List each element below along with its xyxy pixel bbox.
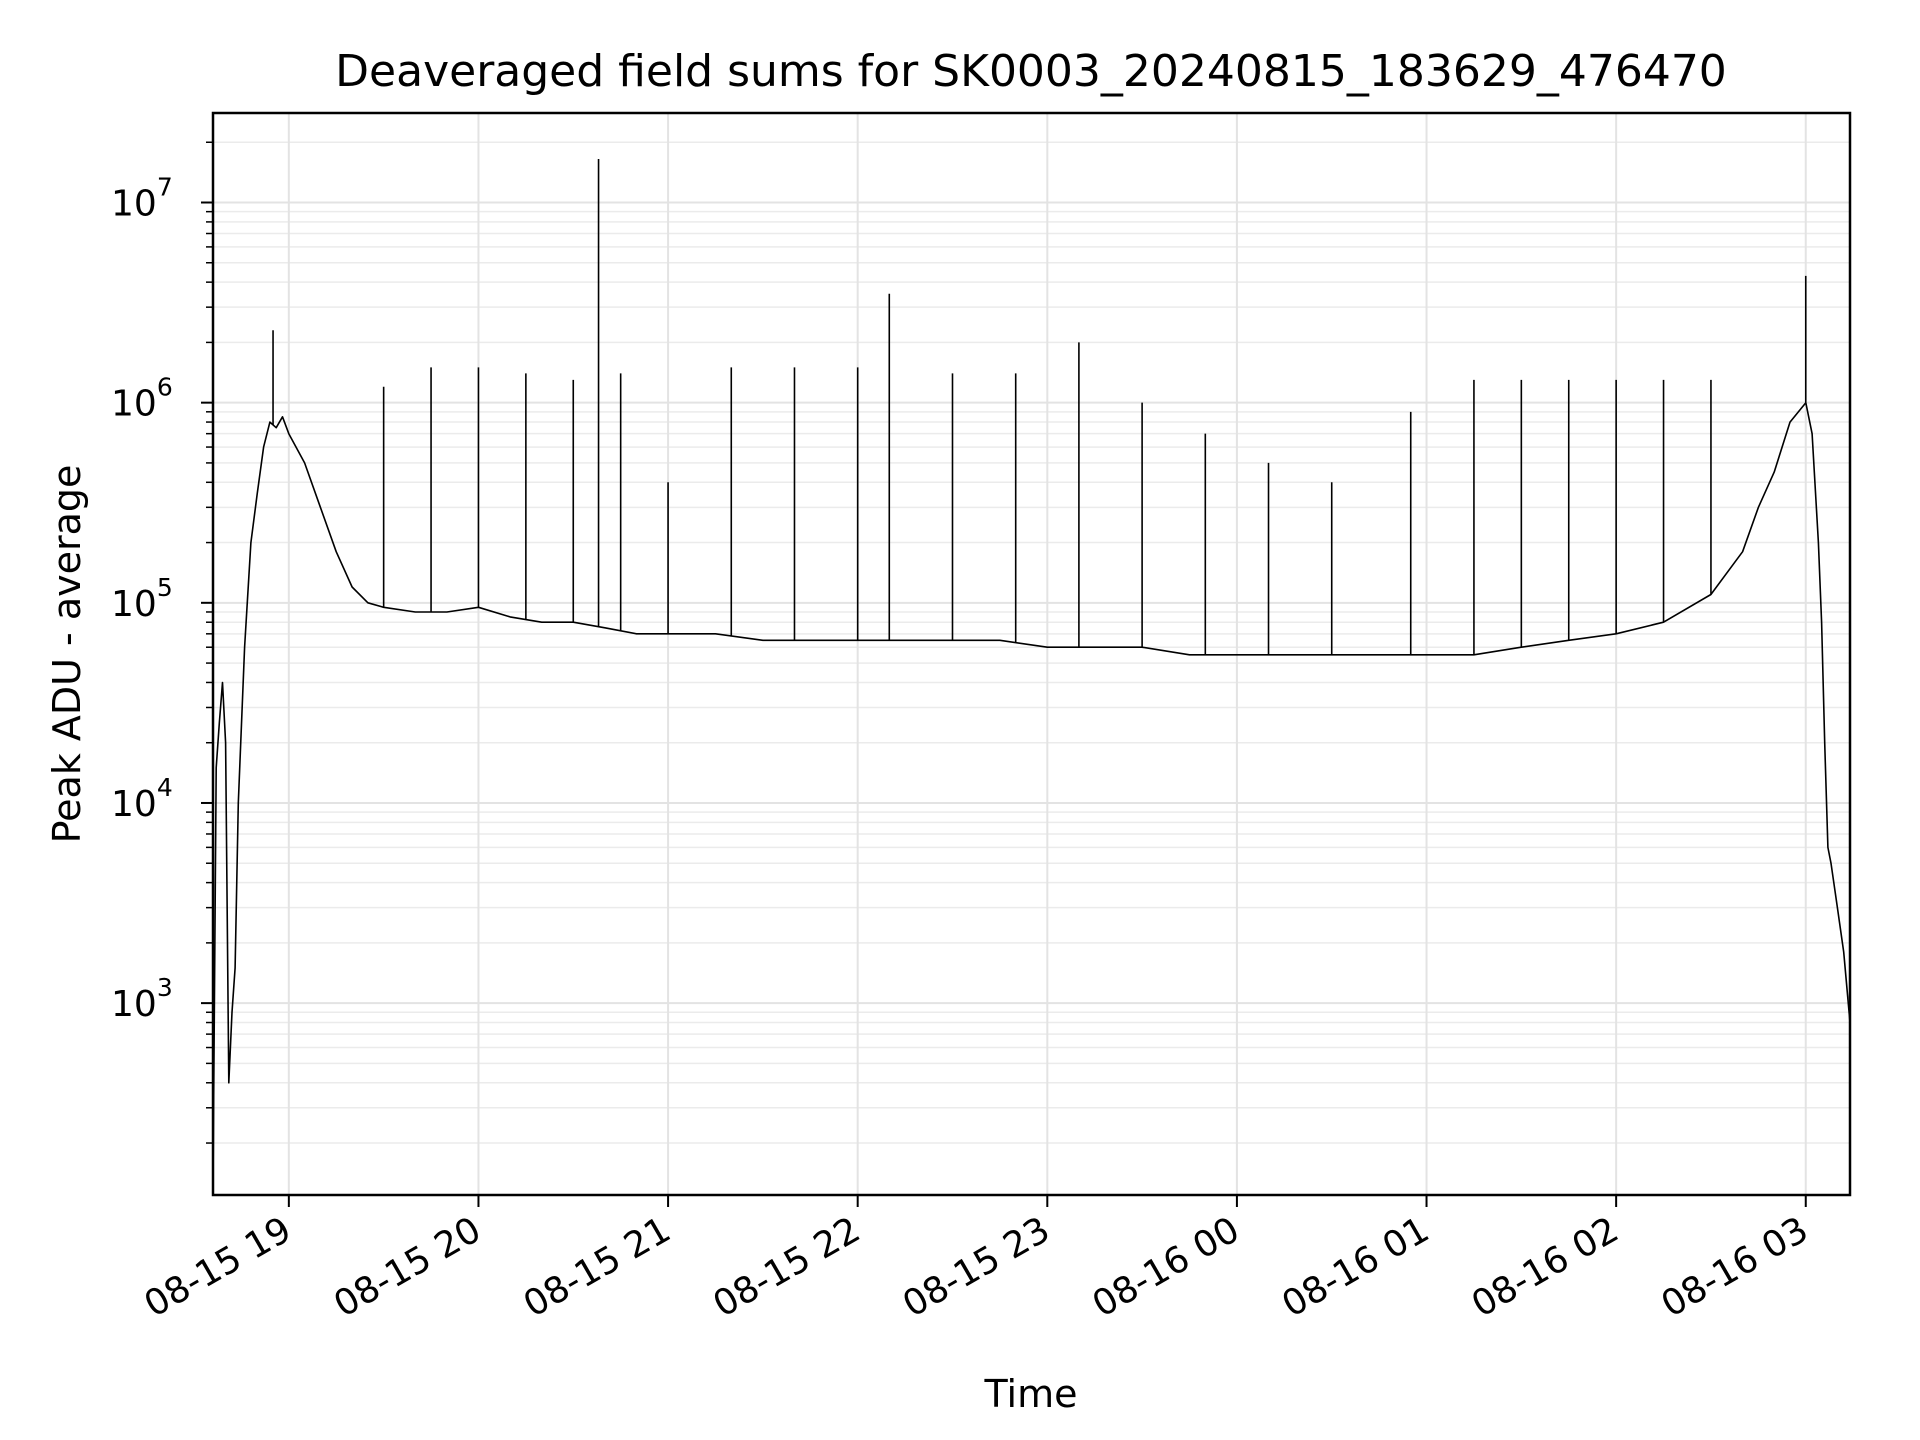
y-tick-label: 104 — [111, 773, 173, 825]
plot-frame — [211, 111, 1852, 1197]
y-tick-exponent: 7 — [157, 173, 173, 202]
series-layer — [212, 158, 1851, 1188]
x-axis-label: Time — [984, 1372, 1078, 1416]
y-tick-exponent: 3 — [157, 973, 173, 1002]
y-tick-base: 10 — [111, 984, 157, 1025]
y-tick-base: 10 — [111, 384, 157, 425]
y-tick-exponent: 6 — [157, 373, 173, 402]
grid — [213, 113, 1850, 1195]
y-tick-exponent: 4 — [157, 773, 173, 802]
y-tick-label: 103 — [111, 973, 173, 1025]
y-tick-label: 106 — [111, 373, 173, 425]
y-tick-base: 10 — [111, 184, 157, 225]
chart-title: Deaveraged field sums for SK0003_2024081… — [335, 46, 1727, 97]
y-axis-label: Peak ADU - average — [45, 465, 89, 844]
y-tick-exponent: 5 — [157, 573, 173, 602]
y-tick-base: 10 — [111, 784, 157, 825]
y-tick-base: 10 — [111, 584, 157, 625]
y-tick-label: 105 — [111, 573, 173, 625]
y-tick-label: 107 — [111, 173, 173, 225]
series-line — [212, 401, 1851, 1188]
